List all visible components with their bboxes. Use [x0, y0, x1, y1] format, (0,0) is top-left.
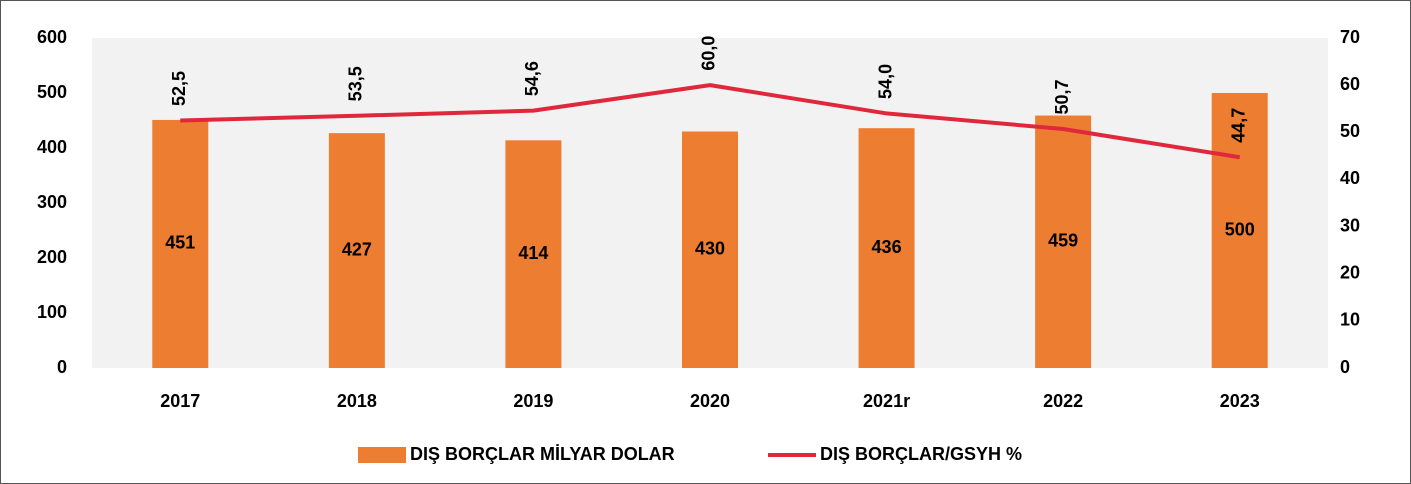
bar-value-label: 451 [165, 233, 195, 253]
x-tick-label: 2019 [513, 391, 553, 411]
bar [328, 133, 385, 368]
bar [1035, 115, 1092, 368]
y2-tick-label: 30 [1340, 215, 1360, 235]
line [180, 83, 1241, 160]
y-tick-label: 400 [37, 137, 67, 157]
line-value-label: 52,5 [169, 71, 189, 106]
bar [1211, 93, 1268, 368]
x-tick-label: 2017 [160, 391, 200, 411]
line-value-label: 60,0 [699, 36, 719, 71]
legend-label: DIŞ BORÇLAR MİLYAR DOLAR [410, 444, 675, 464]
y2-tick-label: 60 [1340, 74, 1360, 94]
y2-tick-label: 0 [1340, 357, 1350, 377]
bar-value-label: 427 [342, 239, 372, 259]
y2-tick-label: 20 [1340, 262, 1360, 282]
bar-value-label: 500 [1225, 219, 1255, 239]
legend-swatch [358, 447, 406, 463]
bar-value-label: 430 [695, 239, 725, 259]
line-value-label: 44,7 [1228, 108, 1248, 143]
bar [505, 140, 562, 368]
y-tick-label: 100 [37, 302, 67, 322]
x-tick-label: 2023 [1220, 391, 1260, 411]
line-value-label: 54,0 [875, 64, 895, 99]
x-tick-label: 2018 [337, 391, 377, 411]
x-tick-label: 2020 [690, 391, 730, 411]
y-tick-label: 0 [57, 357, 67, 377]
bar-value-label: 436 [872, 237, 902, 257]
y-tick-label: 300 [37, 192, 67, 212]
y2-tick-label: 40 [1340, 168, 1360, 188]
y-tick-label: 600 [37, 27, 67, 47]
bar-value-label: 414 [518, 243, 548, 263]
bar [682, 131, 738, 368]
line-value-label: 50,7 [1052, 79, 1072, 114]
bar-value-label: 459 [1048, 231, 1078, 251]
y2-tick-label: 50 [1340, 121, 1360, 141]
line-value-label: 53,5 [346, 66, 366, 101]
y-tick-label: 200 [37, 247, 67, 267]
bar [152, 119, 209, 368]
line-value-label: 54,6 [522, 61, 542, 96]
y2-tick-label: 70 [1340, 27, 1360, 47]
x-tick-label: 2021r [863, 391, 910, 411]
bar [858, 128, 915, 368]
y-tick-label: 500 [37, 82, 67, 102]
x-tick-label: 2022 [1043, 391, 1083, 411]
y2-tick-label: 10 [1340, 310, 1360, 330]
legend-label: DIŞ BORÇLAR/GSYH % [820, 444, 1022, 464]
